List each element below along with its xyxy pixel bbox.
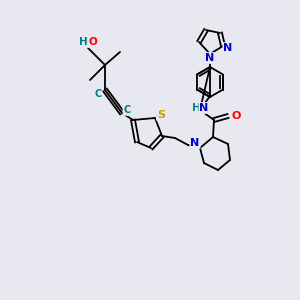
Text: N: N: [206, 53, 214, 63]
Text: C: C: [94, 89, 102, 99]
Text: N: N: [190, 138, 200, 148]
Text: O: O: [231, 111, 241, 121]
Text: S: S: [157, 110, 165, 120]
Text: O: O: [88, 37, 98, 47]
Text: C: C: [123, 105, 130, 115]
Text: H: H: [192, 103, 200, 113]
Text: H: H: [79, 37, 87, 47]
Text: N: N: [224, 43, 232, 53]
Text: N: N: [200, 103, 208, 113]
